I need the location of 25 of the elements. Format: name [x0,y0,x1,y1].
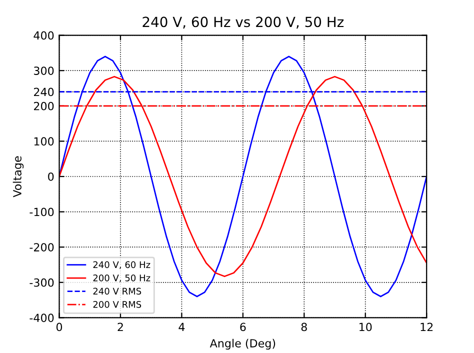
y-tick-label: -300 [30,278,54,287]
y-tick-label: 240 [34,88,54,96]
x-tick-label: 8 [301,322,307,332]
legend-label: 240 V RMS [93,288,142,295]
x-tick-label: 12 [420,322,433,332]
legend-label: 200 V, 50 Hz [93,274,150,282]
y-tick-label: -100 [30,208,54,216]
x-tick-label: 0 [56,322,62,332]
legend-label: 240 V, 60 Hz [93,261,150,269]
x-tick-label: 6 [240,322,246,332]
x-axis-title: Angle (Deg) [210,338,276,350]
line-series [59,56,427,298]
y-tick-label: -200 [30,243,54,252]
y-tick-label: 0 [48,172,54,181]
y-tick-label: -400 [30,314,54,322]
y-tick-label: 100 [34,137,54,146]
x-tick-label: 2 [118,322,123,332]
chart-title: 240 V, 60 Hz vs 200 V, 50 Hz [142,16,344,29]
y-tick-label: 200 [34,102,54,110]
x-tick-label: 10 [360,322,372,332]
x-tick-label: 4 [178,322,185,332]
y-axis-title: Voltage [12,156,24,198]
y-tick-label: 400 [34,31,54,40]
y-tick-label: 300 [34,66,54,75]
legend-label: 200 V RMS [93,300,142,308]
